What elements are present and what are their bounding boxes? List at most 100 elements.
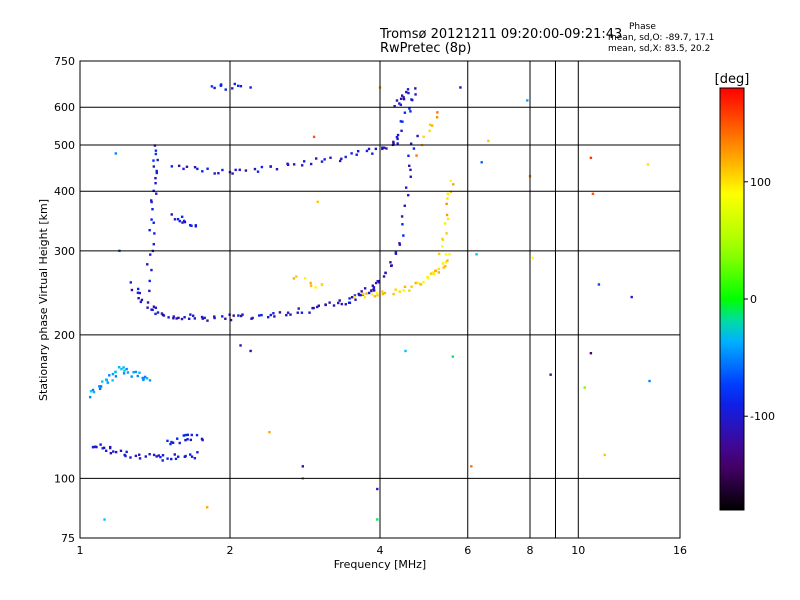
data-point xyxy=(389,261,392,264)
data-point xyxy=(286,311,290,314)
data-point xyxy=(316,305,319,309)
data-point xyxy=(416,134,419,138)
data-point xyxy=(408,164,411,168)
data-point xyxy=(350,296,354,299)
data-point xyxy=(285,313,288,317)
data-point xyxy=(150,200,153,204)
data-point xyxy=(383,146,386,149)
data-point xyxy=(549,373,552,376)
data-point xyxy=(404,186,408,189)
data-point xyxy=(459,86,462,89)
data-point xyxy=(125,367,128,371)
data-point xyxy=(269,313,272,317)
data-point xyxy=(173,218,177,221)
data-point xyxy=(159,455,162,459)
data-point xyxy=(154,176,157,180)
data-point xyxy=(373,295,377,298)
data-point xyxy=(372,289,376,292)
data-point xyxy=(394,252,398,255)
data-point xyxy=(185,165,189,168)
data-point xyxy=(177,316,180,320)
data-point xyxy=(155,171,158,175)
data-point xyxy=(365,292,368,295)
data-point xyxy=(297,307,300,310)
data-point xyxy=(414,93,417,96)
data-point xyxy=(400,94,404,97)
data-point xyxy=(409,168,412,172)
data-point xyxy=(129,456,132,459)
data-point xyxy=(300,311,304,314)
data-point xyxy=(148,289,151,293)
data-point xyxy=(213,86,216,90)
data-point xyxy=(200,315,204,319)
y-tick-label: 100 xyxy=(54,472,75,485)
data-point xyxy=(189,438,193,442)
data-point xyxy=(114,375,118,378)
data-point xyxy=(148,379,152,382)
data-point xyxy=(526,99,529,102)
plot-frame xyxy=(79,60,681,539)
data-point xyxy=(186,438,189,441)
data-point xyxy=(224,317,227,320)
data-point xyxy=(398,243,402,246)
data-point xyxy=(170,213,173,216)
data-point xyxy=(132,370,135,374)
data-point xyxy=(182,167,185,171)
data-point xyxy=(314,157,318,160)
data-point xyxy=(244,169,248,172)
data-point xyxy=(111,379,114,382)
data-point xyxy=(446,197,449,200)
data-point xyxy=(444,260,448,264)
data-point xyxy=(381,147,384,151)
x-axis-ticks: 1 2 4 6 8 10 16 xyxy=(77,544,688,557)
y-tick-label: 500 xyxy=(54,139,75,152)
data-point xyxy=(172,315,175,318)
data-point xyxy=(430,124,434,127)
colorbar-tick-label: 100 xyxy=(750,176,771,189)
data-point xyxy=(384,271,387,275)
y-axis-ticks: 75 100 200 300 400 500 600 750 xyxy=(54,55,75,545)
phase-stats-o: mean, sd,O: -89.7, 17.1 xyxy=(608,33,715,43)
data-point xyxy=(166,457,169,460)
data-point xyxy=(104,449,108,452)
data-point xyxy=(89,390,93,393)
data-point xyxy=(193,166,197,169)
chart-title: Tromsø 20121211 09:20:00-09:21:43 xyxy=(380,27,623,42)
data-point xyxy=(145,377,149,380)
data-point xyxy=(146,301,150,304)
data-point xyxy=(241,313,244,316)
data-point xyxy=(146,263,149,266)
data-point xyxy=(152,453,156,457)
data-point xyxy=(160,312,164,315)
data-point xyxy=(374,147,378,151)
data-point xyxy=(251,316,254,320)
data-point xyxy=(249,86,252,89)
data-point xyxy=(206,167,209,170)
data-point xyxy=(399,103,403,107)
data-point xyxy=(137,296,140,300)
data-point xyxy=(176,217,180,221)
data-point xyxy=(398,102,401,105)
data-point xyxy=(591,192,595,196)
data-point xyxy=(88,395,92,399)
data-point xyxy=(408,107,411,110)
data-point xyxy=(201,438,204,442)
data-point xyxy=(122,366,125,369)
data-point xyxy=(138,291,141,295)
data-point xyxy=(177,164,181,168)
data-point xyxy=(188,453,192,456)
data-point xyxy=(156,311,160,314)
data-point xyxy=(444,253,448,256)
data-point xyxy=(398,290,401,293)
data-point xyxy=(196,451,199,454)
data-point xyxy=(114,450,118,454)
data-point xyxy=(94,445,97,448)
data-point xyxy=(143,375,147,379)
data-point xyxy=(367,291,371,295)
chart-subtitle: RwPretec (8p) xyxy=(380,41,472,56)
x-tick-label: 2 xyxy=(227,544,234,557)
data-point xyxy=(403,285,407,289)
data-point xyxy=(437,267,440,271)
data-point xyxy=(174,457,178,461)
data-point xyxy=(340,302,344,306)
